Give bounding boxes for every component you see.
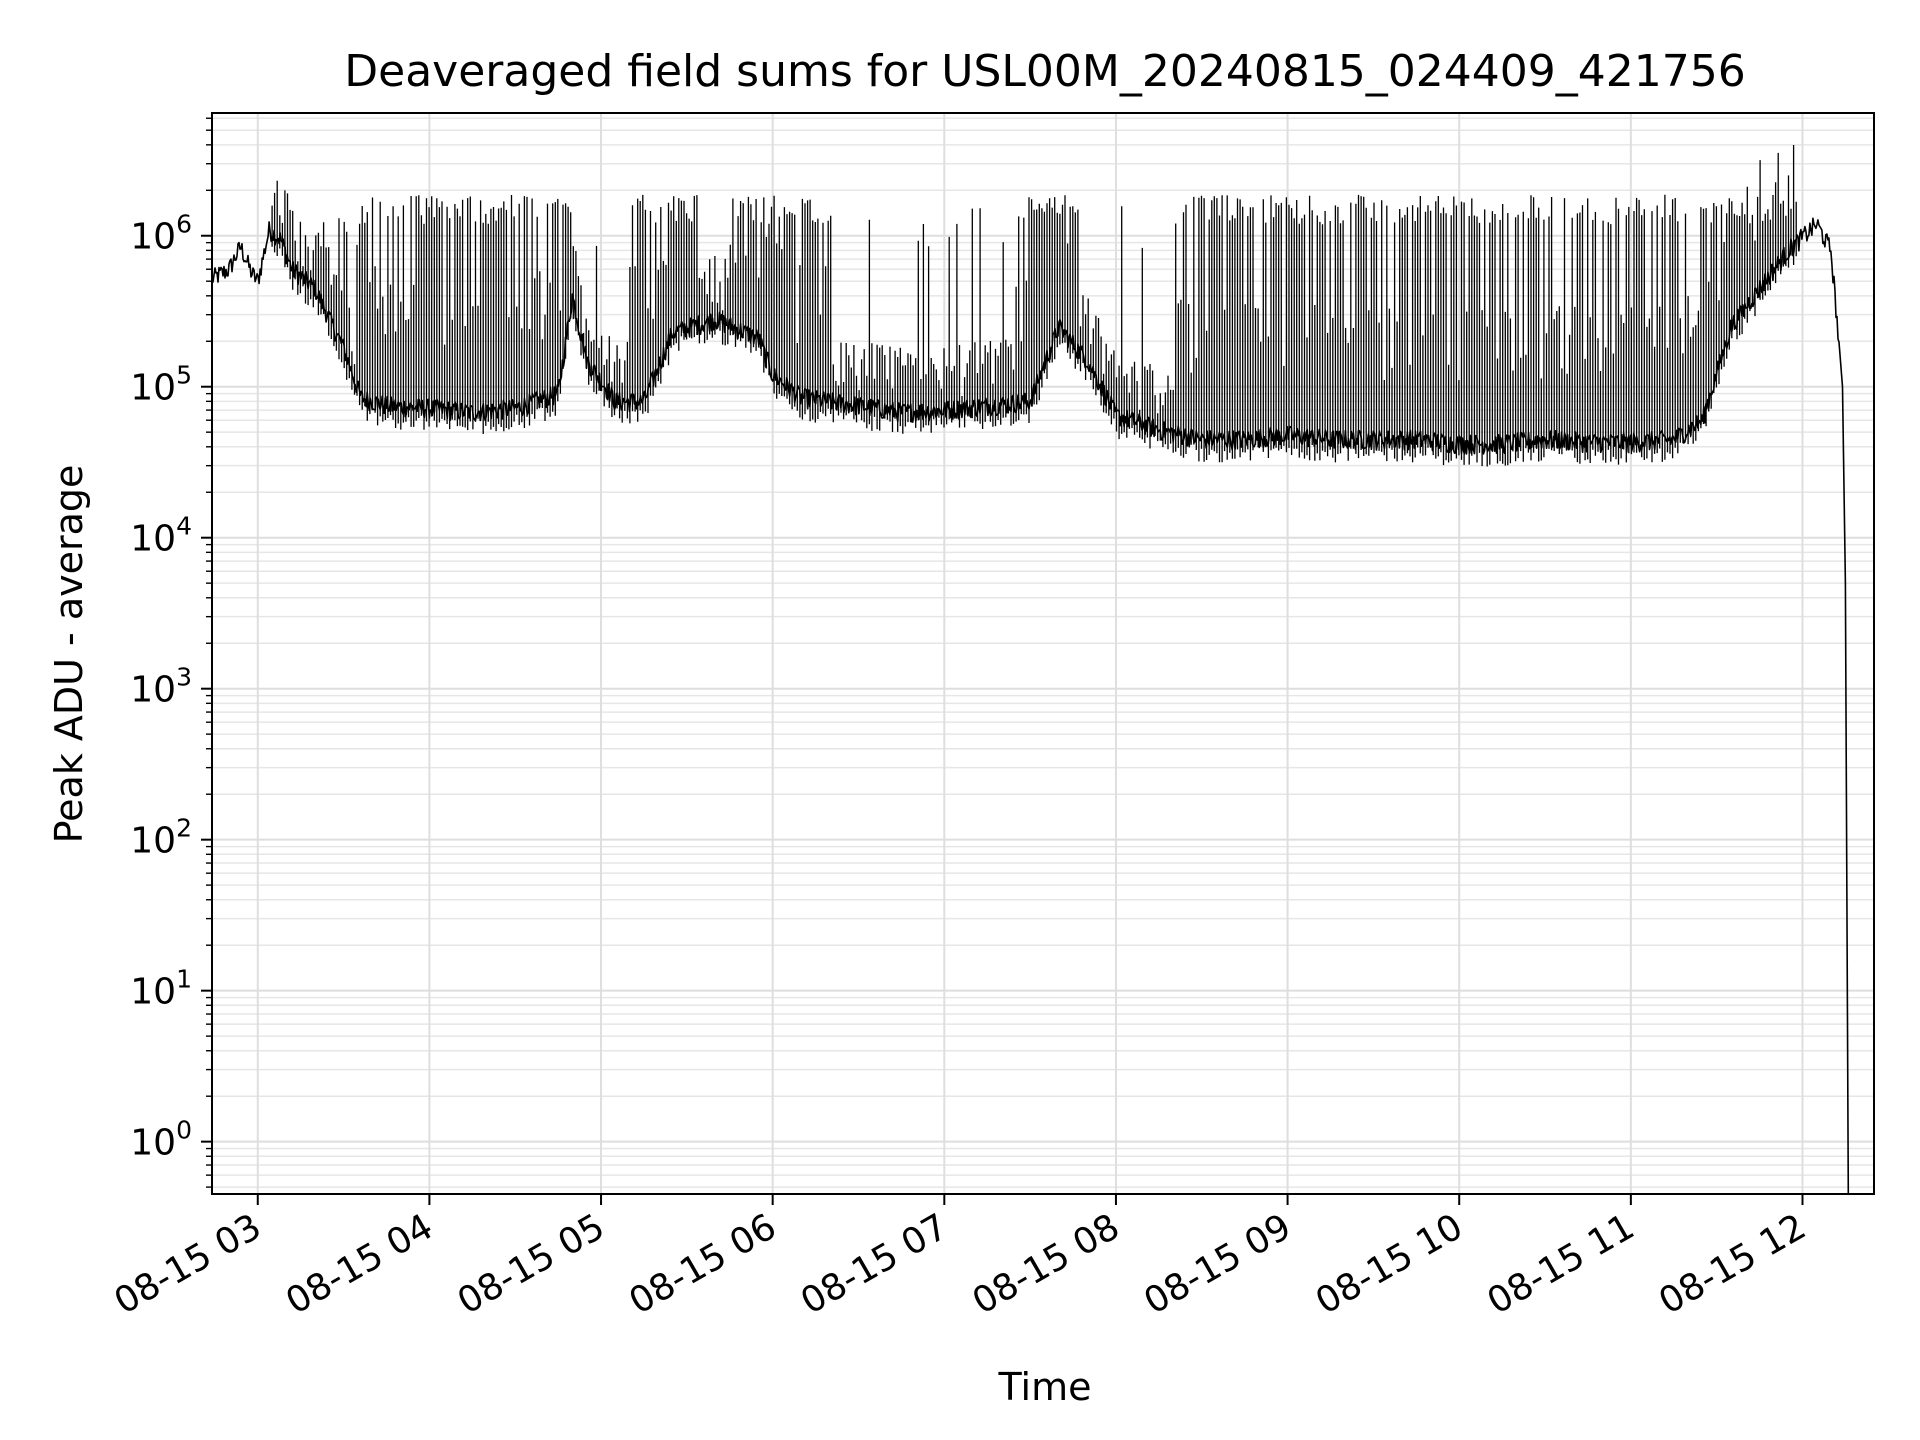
y-tick-label: 103 (130, 663, 192, 711)
series-spikes (271, 145, 1797, 467)
y-tick-label: 105 (130, 361, 192, 409)
y-axis: 100 101 102 103 104 105 106 (130, 117, 212, 1188)
y-tick-label: 104 (130, 512, 192, 560)
series-line (211, 217, 1850, 1195)
series-noise (271, 145, 1797, 467)
y-axis-label: Peak ADU - average (47, 465, 91, 844)
y-tick-label: 106 (130, 210, 192, 258)
x-axis-label: Time (998, 1365, 1092, 1409)
minor-grid (212, 117, 1874, 1188)
major-grid (212, 113, 1874, 1194)
chart-title: Deaveraged field sums for USL00M_2024081… (344, 46, 1745, 97)
y-tick-label: 101 (130, 965, 192, 1013)
y-tick-label: 102 (130, 814, 192, 862)
y-tick-label: 100 (130, 1116, 192, 1164)
plot-frame (211, 112, 1875, 1195)
